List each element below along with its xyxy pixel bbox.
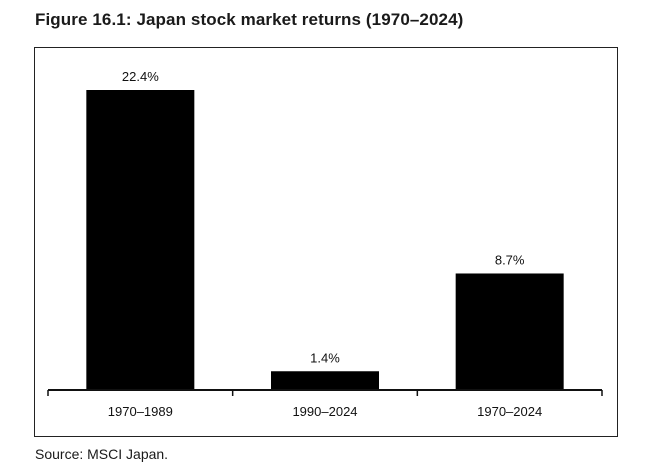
chart-frame — [34, 47, 618, 437]
bar-2 — [271, 371, 379, 390]
x-tick-label: 1970–2024 — [477, 404, 542, 419]
x-axis — [47, 389, 603, 396]
bars-layer — [86, 90, 564, 390]
labels-layer: 22.4% 1970–1989 1.4% 1990–2024 8.7% 1970–2024 — [108, 69, 542, 419]
figure-title: Figure 16.1: Japan stock market returns … — [35, 10, 464, 29]
x-tick-label: 1970–1989 — [108, 404, 173, 419]
bar-value-label: 22.4% — [122, 69, 159, 84]
bar-1 — [86, 90, 195, 390]
x-tick-label: 1990–2024 — [292, 404, 357, 419]
bar-value-label: 1.4% — [310, 350, 340, 365]
source-note: Source: MSCI Japan. — [35, 446, 169, 462]
bar-value-label: 8.7% — [495, 252, 525, 267]
bar-3 — [455, 273, 564, 390]
